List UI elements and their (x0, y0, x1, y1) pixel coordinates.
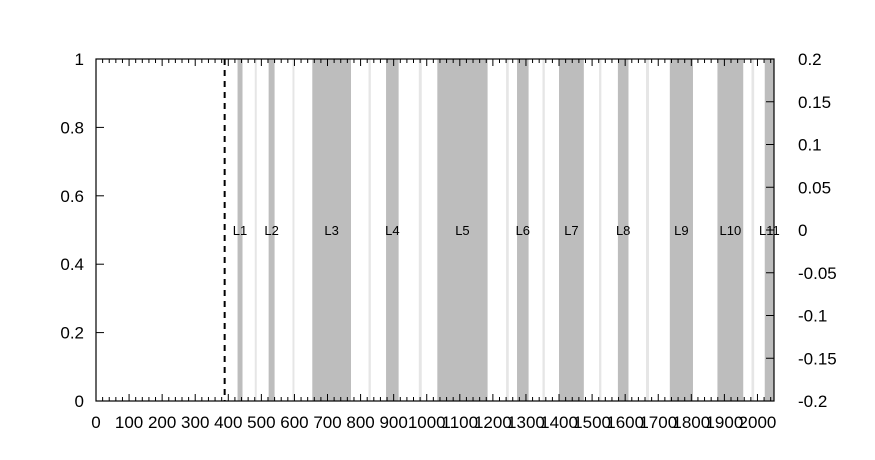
y2-tick-label: 0.1 (798, 136, 822, 155)
band-label-L6: L6 (516, 223, 530, 238)
x-tick-label: 1800 (672, 413, 710, 432)
band-label-layer: L1 L2 L3 L4 L5 L6 L7 L8 L9 L10 L11 (233, 223, 780, 238)
band-label-L3: L3 (324, 223, 338, 238)
dark-band-L10 (717, 59, 744, 401)
y2-tick-label: 0.15 (798, 93, 831, 112)
y2-tick-label: 0.05 (798, 178, 831, 197)
x-tick-label: 1000 (408, 413, 446, 432)
light-band-5 (506, 59, 509, 401)
y-tick-label: 0 (75, 392, 84, 411)
y-tick-label: 0.4 (60, 255, 84, 274)
dark-band-L3 (312, 59, 351, 401)
y2-tick-label: -0.2 (798, 392, 827, 411)
x-tick-label: 0 (91, 413, 100, 432)
light-band-9 (751, 59, 755, 401)
dark-band-L1 (237, 59, 243, 401)
band-label-L5: L5 (455, 223, 469, 238)
dark-band-L7 (559, 59, 584, 401)
y-axis-left: 0 0.2 0.4 0.6 0.8 1 (60, 50, 104, 411)
y-tick-label: 1 (75, 50, 84, 69)
dark-band-L8 (617, 59, 629, 401)
light-band-3 (368, 59, 371, 401)
light-band-8 (646, 59, 649, 401)
light-band-4 (418, 59, 422, 401)
light-band-6 (542, 59, 545, 401)
light-band-1 (254, 59, 257, 401)
x-tick-label: 700 (313, 413, 341, 432)
x-tick-label: 300 (181, 413, 209, 432)
x-tick-label: 1600 (606, 413, 644, 432)
y2-tick-label: -0.15 (798, 349, 837, 368)
band-layer (237, 59, 774, 401)
dark-band-L6 (517, 59, 529, 401)
x-tick-label: 1700 (639, 413, 677, 432)
x-tick-label: 900 (379, 413, 407, 432)
y2-tick-label: 0 (798, 221, 807, 240)
band-label-L8: L8 (616, 223, 630, 238)
y-tick-label: 0.8 (60, 118, 84, 137)
y2-tick-label: -0.05 (798, 264, 837, 283)
x-tick-label: 1200 (474, 413, 512, 432)
band-label-L1: L1 (233, 223, 247, 238)
x-tick-label: 600 (280, 413, 308, 432)
x-tick-label: 500 (247, 413, 275, 432)
x-tick-label: 400 (214, 413, 242, 432)
x-tick-label: 2000 (739, 413, 777, 432)
y-axis-right: 0.2 0.15 0.1 0.05 0 -0.05 -0.1 -0.15 -0.2 (766, 50, 837, 411)
x-axis: 0 100 200 300 400 500 600 700 800 900 100011001200… (91, 59, 776, 432)
y2-tick-label: 0.2 (798, 50, 822, 69)
band-label-L4: L4 (385, 223, 399, 238)
band-label-L9: L9 (674, 223, 688, 238)
band-label-L10: L10 (719, 223, 741, 238)
dark-band-L2 (268, 59, 275, 401)
x-tick-label: 800 (346, 413, 374, 432)
x-tick-label: 100 (115, 413, 143, 432)
x-tick-label: 1900 (705, 413, 743, 432)
dark-band-L5 (437, 59, 488, 401)
y2-tick-label: -0.1 (798, 307, 827, 326)
x-tick-label: 200 (148, 413, 176, 432)
y-tick-label: 0.2 (60, 324, 84, 343)
light-band-7 (599, 59, 602, 401)
y-tick-label: 0.6 (60, 187, 84, 206)
band-label-L2: L2 (264, 223, 278, 238)
x-tick-label: 1100 (442, 413, 479, 432)
band-label-L7: L7 (564, 223, 578, 238)
dark-band-L4 (386, 59, 399, 401)
x-tick-label: 1400 (540, 413, 578, 432)
x-tick-label: 1300 (507, 413, 545, 432)
x-tick-label: 1500 (573, 413, 611, 432)
light-band-2 (292, 59, 295, 401)
dark-band-L9 (669, 59, 693, 401)
